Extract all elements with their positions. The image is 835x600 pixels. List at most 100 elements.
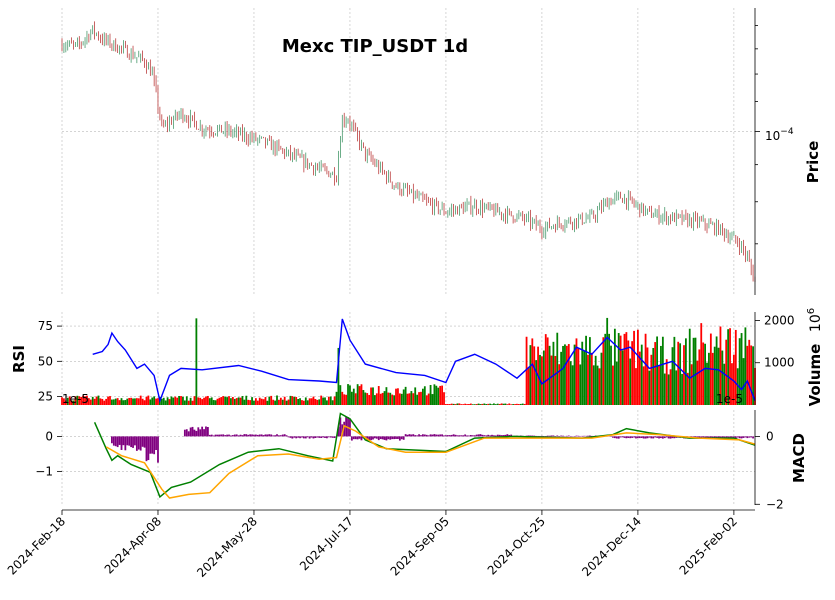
volume-bar xyxy=(587,354,589,405)
macd-histogram-bar xyxy=(740,436,743,439)
volume-bar xyxy=(589,337,591,405)
volume-bar xyxy=(627,340,630,405)
volume-bar xyxy=(663,373,666,405)
macd-histogram-bar xyxy=(383,436,386,440)
volume-bar xyxy=(228,396,230,405)
volume-bar xyxy=(312,396,315,405)
volume-bar xyxy=(345,394,348,405)
macd-histogram-bar xyxy=(132,436,134,448)
macd-histogram-bar xyxy=(694,436,697,438)
volume-bar xyxy=(418,392,420,405)
volume-bar xyxy=(270,395,273,405)
macd-histogram-bar xyxy=(466,435,468,437)
volume-bar xyxy=(646,347,649,405)
macd-histogram-bar xyxy=(623,436,626,438)
volume-bar xyxy=(130,397,133,405)
macd-histogram-bar xyxy=(506,434,509,437)
macd-histogram-bar xyxy=(249,434,252,437)
macd-histogram-bar xyxy=(243,434,246,437)
macd-histogram-bar xyxy=(308,436,311,439)
volume-bar xyxy=(700,323,703,405)
macd-histogram-bar xyxy=(527,435,530,437)
volume-bar xyxy=(684,338,687,405)
volume-bar xyxy=(571,365,574,405)
volume-bar xyxy=(166,397,169,405)
volume-bar xyxy=(535,360,538,405)
macd-histogram-bar xyxy=(356,436,359,440)
volume-bar xyxy=(341,391,344,405)
macd-histogram-bar xyxy=(143,436,146,448)
macd-histogram-bar xyxy=(489,435,491,437)
macd-histogram-bar xyxy=(389,436,392,440)
macd-histogram-bar xyxy=(187,431,190,437)
volume-bar xyxy=(322,397,324,405)
macd-histogram-bar xyxy=(226,434,228,437)
volume-bar xyxy=(249,400,252,405)
volume-bar xyxy=(729,328,731,405)
macd-histogram-bar xyxy=(393,436,396,440)
volume-bar xyxy=(254,398,257,405)
macd-line xyxy=(93,412,756,499)
volume-bar xyxy=(253,400,255,405)
volume-bar xyxy=(548,345,551,405)
macd-histogram-bar xyxy=(533,435,536,437)
macd-histogram-bar xyxy=(231,435,234,437)
volume-bar xyxy=(347,384,349,405)
volume-bar xyxy=(427,393,430,405)
macd-histogram-bar xyxy=(420,435,422,437)
macd-histogram-bar xyxy=(416,435,419,437)
volume-bar xyxy=(128,397,131,405)
rsi-ticks: 25 50 75 xyxy=(38,319,62,404)
volume-bar xyxy=(349,385,351,405)
volume-bar xyxy=(370,387,372,405)
rsi-volume-panel: 25 50 75 1000 2000 RSI Volume 106 xyxy=(10,308,824,406)
macd-histogram-bar xyxy=(258,434,261,437)
macd-histogram-bar xyxy=(738,436,741,439)
macd-histogram-bar xyxy=(408,434,411,437)
volume-bar xyxy=(617,333,620,405)
volume-bar xyxy=(690,364,693,405)
macd-histogram-bar xyxy=(704,436,706,438)
macd-histogram-bar xyxy=(276,434,278,437)
volume-bar xyxy=(155,398,157,405)
volume-bar xyxy=(575,338,578,405)
macd-histogram-bar xyxy=(235,434,238,437)
volume-bar xyxy=(487,403,490,405)
volume-bar xyxy=(567,344,570,405)
volume-bar xyxy=(462,404,465,405)
macd-histogram-bar xyxy=(318,436,321,438)
volume-bar xyxy=(230,398,232,405)
volume-bar xyxy=(671,347,674,405)
macd-histogram-bar xyxy=(224,435,227,437)
macd-histogram-bar xyxy=(473,435,476,437)
macd-histogram-bar xyxy=(469,435,472,437)
macd-histogram xyxy=(111,416,754,463)
volume-bar xyxy=(297,399,300,405)
volume-bar xyxy=(406,393,409,405)
macd-histogram-bar xyxy=(157,436,159,463)
macd-histogram-bar xyxy=(251,434,253,437)
volume-bar xyxy=(302,400,305,405)
macd-histogram-bar xyxy=(205,426,207,437)
volume-bar xyxy=(629,358,632,405)
volume-bar xyxy=(740,333,743,405)
macd-histogram-bar xyxy=(254,434,257,437)
volume-bar xyxy=(208,398,211,405)
volume-bar xyxy=(64,400,67,405)
macd-histogram-bar xyxy=(708,436,710,439)
volume-bar xyxy=(443,392,445,405)
macd-histogram-bar xyxy=(350,436,353,441)
volume-bar xyxy=(80,396,83,405)
volume-bar xyxy=(356,384,359,405)
volume-bar xyxy=(66,397,69,405)
macd-histogram-bar xyxy=(368,436,371,441)
volume-bar xyxy=(612,365,614,405)
volume-bar xyxy=(400,393,403,405)
volume-bar xyxy=(170,396,173,405)
volume-multiplier: 106 xyxy=(806,308,824,332)
macd-histogram-bar xyxy=(510,434,513,437)
macd-histogram-bar xyxy=(331,436,334,438)
volume-bar xyxy=(494,404,497,405)
volume-bar xyxy=(364,392,367,405)
volume-bar xyxy=(660,345,662,405)
